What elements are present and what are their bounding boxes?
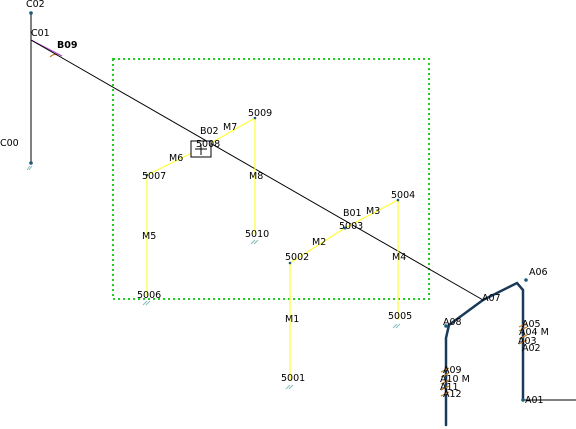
support-5001 — [285, 384, 294, 390]
label-5008: 5008 — [196, 139, 220, 150]
label-c02: C02 — [26, 0, 45, 10]
label-m1: M1 — [285, 314, 299, 325]
label-a10: A10 M — [440, 374, 470, 385]
label-5003: 5003 — [339, 221, 363, 232]
pipe-a-riser[interactable] — [481, 281, 525, 402]
label-m7: M7 — [223, 122, 237, 133]
hanger-a12 — [440, 391, 450, 397]
label-m5: M5 — [142, 231, 156, 242]
label-5007: 5007 — [142, 171, 166, 182]
label-a04: A04 M — [519, 327, 549, 338]
label-a06: A06 — [529, 267, 548, 278]
label-5009: 5009 — [248, 108, 272, 119]
selection-box[interactable] — [112, 58, 430, 300]
label-5004: 5004 — [391, 190, 415, 201]
label-c00: C00 — [0, 138, 19, 149]
label-5002: 5002 — [285, 252, 309, 263]
hanger-a03 — [518, 334, 528, 345]
label-m3: M3 — [366, 206, 380, 217]
support-5005 — [392, 323, 401, 329]
label-b02: B02 — [200, 126, 219, 137]
label-a03: A03 — [518, 336, 537, 347]
label-5005: 5005 — [388, 311, 412, 322]
node-5003[interactable] — [343, 226, 347, 230]
hanger-a11 — [440, 379, 450, 391]
hanger-a10 — [440, 367, 450, 378]
node-a01[interactable] — [521, 398, 525, 402]
support-5010 — [250, 239, 259, 245]
label-c01: C01 — [31, 28, 50, 39]
label-m2: M2 — [312, 237, 326, 248]
node-c00[interactable] — [29, 161, 33, 165]
label-b01: B01 — [343, 208, 362, 219]
label-5006: 5006 — [137, 290, 161, 301]
label-a08: A08 — [443, 317, 462, 328]
label-5001: 5001 — [281, 373, 305, 384]
support-5006 — [142, 300, 151, 306]
node-a06[interactable] — [524, 278, 528, 282]
branch-5003-5004[interactable] — [344, 199, 399, 229]
label-m4: M4 — [392, 252, 406, 263]
label-5010: 5010 — [245, 229, 269, 240]
label-m8: M8 — [249, 171, 263, 182]
label-a09: A09 — [443, 365, 462, 376]
node-5002[interactable] — [288, 261, 292, 265]
label-a05: A05 — [522, 319, 541, 330]
node-5004[interactable] — [396, 198, 400, 202]
node-5007[interactable] — [145, 173, 149, 177]
label-a01: A01 — [525, 395, 544, 406]
node-5009[interactable] — [253, 116, 257, 120]
label-a07: A07 — [482, 293, 501, 304]
label-a11: A11 — [440, 382, 459, 393]
hanger-a04 — [518, 322, 528, 332]
node-c02[interactable] — [29, 11, 33, 15]
main-pipe[interactable] — [30, 39, 484, 301]
label-m6: M6 — [169, 153, 183, 164]
label-a02: A02 — [522, 343, 541, 354]
branch-5002-5003[interactable] — [289, 227, 346, 264]
support-c00 — [26, 165, 33, 171]
node-a08[interactable] — [444, 324, 448, 328]
label-b09: B09 — [57, 40, 77, 51]
label-a12: A12 — [443, 389, 462, 400]
